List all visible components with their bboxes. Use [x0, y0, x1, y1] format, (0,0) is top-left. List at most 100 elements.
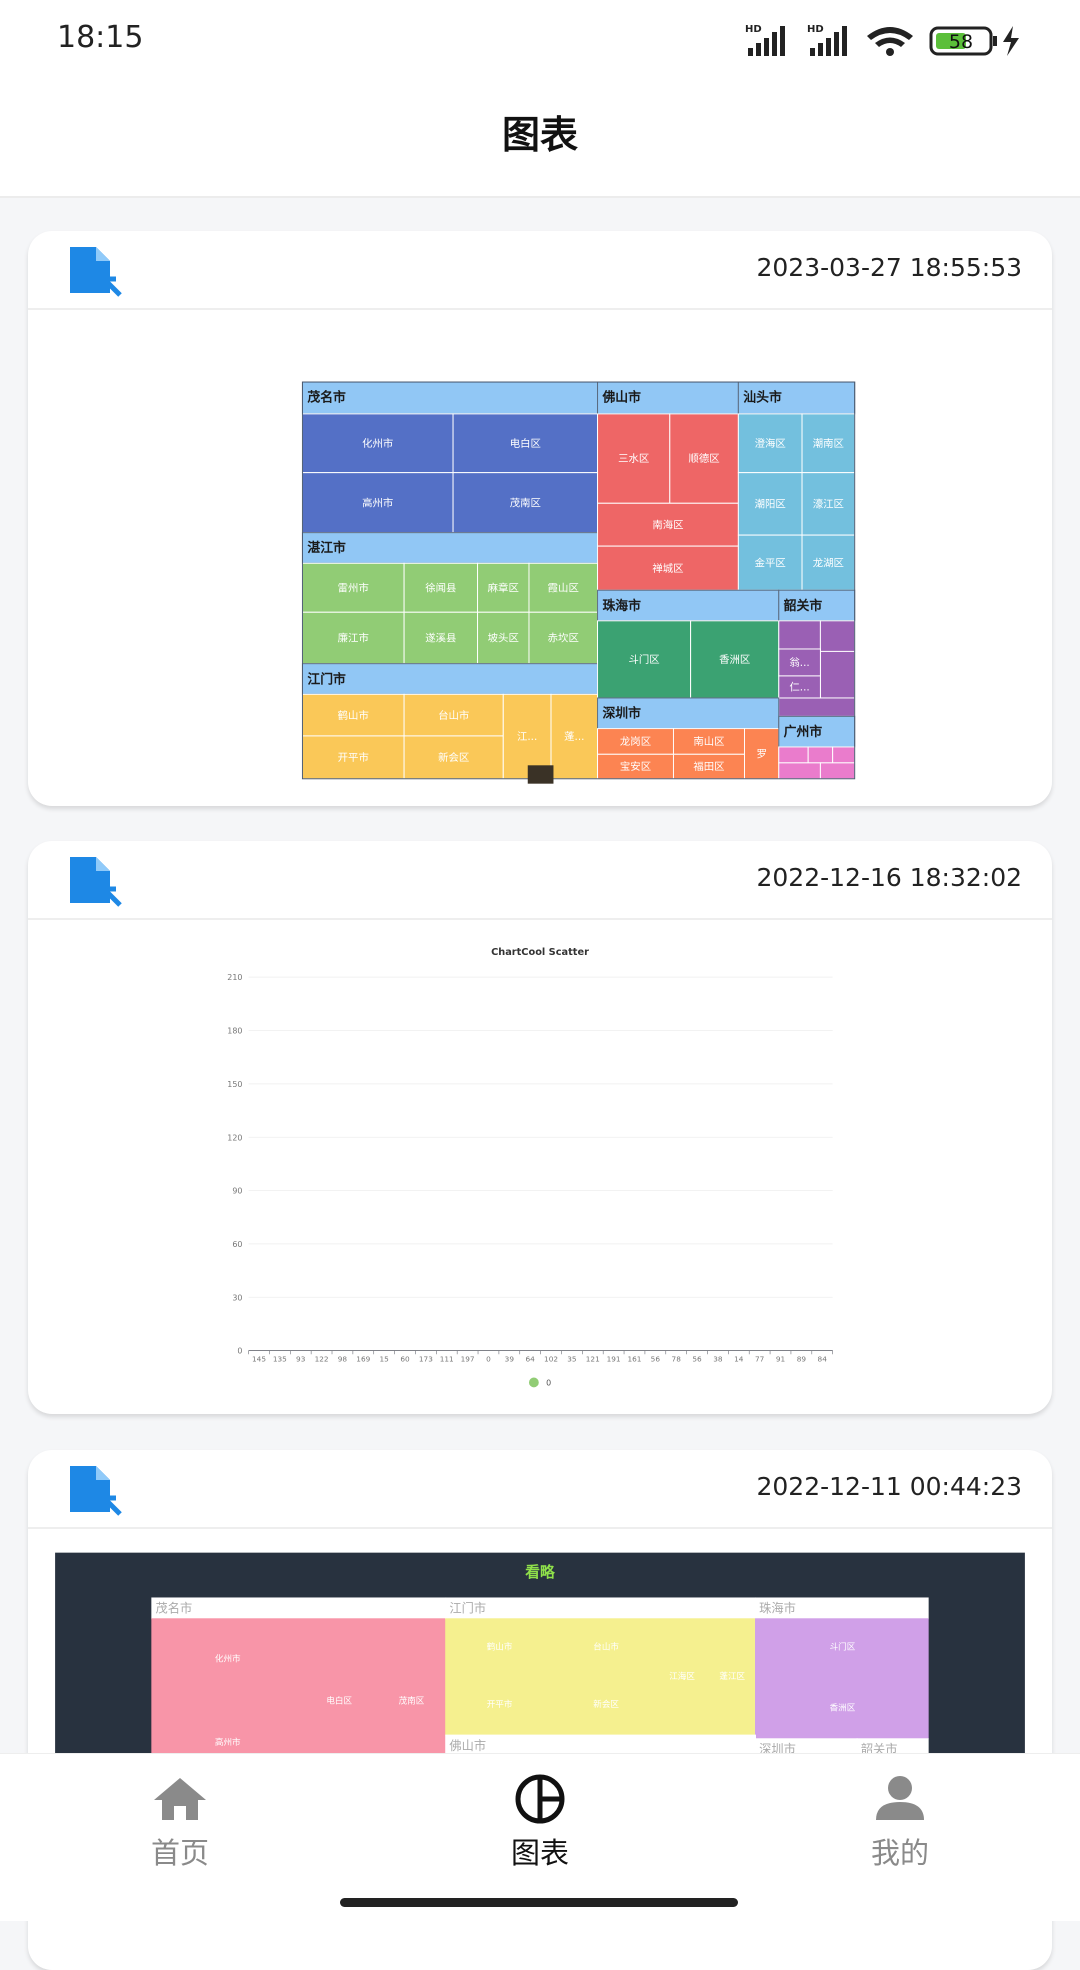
treemap-cell-label: 斗门区	[628, 653, 659, 666]
treemap-group-label: 江门市	[307, 671, 346, 687]
x-tick-label: 98	[338, 1355, 348, 1364]
treemap-cell-label: 电白区	[510, 437, 541, 450]
treemap-cell-label: 宝安区	[620, 760, 651, 773]
status-icons: HD HD 58	[745, 24, 1019, 56]
treemap-cell	[301, 693, 405, 737]
x-tick-label: 35	[567, 1355, 577, 1364]
handle	[527, 765, 554, 784]
nav-home[interactable]: 首页	[80, 1754, 280, 1904]
treemap-group-label: 佛山市	[601, 390, 641, 406]
treemap-frame	[301, 381, 856, 780]
treemap-cell-label: 遂溪县	[425, 632, 456, 645]
x-tick-label: 14	[734, 1355, 744, 1364]
x-tick-label: 56	[692, 1355, 702, 1364]
treemap-cell-label: 台山市	[438, 709, 469, 722]
treemap-cell-label: 化州市	[362, 437, 393, 450]
treemap-group-header	[301, 532, 599, 564]
treemap-group-label: 佛山市	[449, 1738, 486, 1753]
treemap-cell-label: 罗	[756, 748, 766, 760]
treemap-cell-label: 茂南区	[510, 496, 541, 509]
treemap-cell	[403, 735, 504, 780]
treemap-cell-label: 电白区	[326, 1694, 352, 1706]
x-tick-label: 38	[713, 1355, 723, 1364]
treemap-cell	[819, 620, 856, 652]
treemap-group-label: 江门市	[449, 1601, 486, 1616]
divider	[28, 1527, 1052, 1529]
treemap-cell	[807, 746, 834, 764]
treemap-cell-label: 新会区	[593, 1698, 619, 1710]
treemap-cell-label: 金平区	[755, 556, 786, 569]
treemap-cell	[819, 650, 856, 699]
treemap-cell-label: 禅城区	[652, 562, 683, 575]
nav-mine[interactable]: 我的	[800, 1754, 1000, 1904]
treemap-cell-label: 廉江市	[338, 632, 369, 645]
treemap-cell-label: 翁...	[789, 656, 809, 669]
treemap-cell	[819, 762, 856, 780]
x-tick-label: 191	[607, 1355, 621, 1364]
battery-level: 58	[949, 31, 973, 53]
nav-label: 图表	[510, 1836, 569, 1870]
x-tick-label: 77	[755, 1355, 765, 1364]
treemap-cell-label: 龙岗区	[620, 735, 651, 748]
home-icon	[154, 1778, 206, 1820]
x-tick-label: 145	[252, 1355, 266, 1364]
treemap-cell-label: 开平市	[338, 751, 369, 764]
treemap-cell	[452, 413, 599, 474]
card-date: 2022-12-16 18:32:02	[756, 863, 1022, 892]
treemap-group-label: 珠海市	[602, 598, 641, 614]
treemap-cell	[778, 620, 821, 650]
chart-card[interactable]: 2022-12-16 18:32:02	[28, 841, 1052, 1414]
treemap-cell-label: 三水区	[618, 453, 649, 465]
treemap-cell-label: 高州市	[362, 496, 393, 509]
divider	[28, 308, 1052, 310]
y-tick-label: 120	[227, 1133, 242, 1142]
treemap-cell-label: 南山区	[693, 735, 724, 748]
treemap-cell-label: 新会区	[438, 751, 469, 764]
divider	[28, 918, 1052, 920]
x-tick-label: 121	[586, 1355, 600, 1364]
treemap-cell	[778, 675, 821, 699]
x-tick-label: 169	[356, 1355, 370, 1364]
treemap-cell-label: 霞山区	[548, 582, 579, 594]
treemap-cell-label: 香洲区	[830, 1703, 856, 1714]
treemap-cell-label: 南海区	[652, 518, 683, 531]
legend-marker	[528, 1377, 539, 1388]
treemap-cell-label: 澄海区	[755, 437, 786, 450]
file-icon	[70, 247, 122, 297]
x-tick-label: 161	[627, 1355, 641, 1364]
bottom-nav: 首页 图表 我的	[0, 1753, 1080, 1921]
treemap-cell-label: 江海区	[669, 1670, 695, 1682]
treemap-cell-label: 赤坎区	[548, 632, 579, 645]
treemap-group-label: 湛江市	[307, 540, 346, 556]
treemap-cell-label: 鹤山市	[487, 1640, 513, 1652]
treemap-group-label: 深圳市	[602, 706, 641, 722]
treemap-group-label: 韶关市	[861, 1741, 898, 1756]
svg-text:HD: HD	[807, 24, 824, 35]
treemap-group-header	[301, 663, 599, 695]
treemap-group-header	[778, 589, 856, 622]
x-tick-label: 135	[273, 1355, 287, 1364]
nav-label: 首页	[150, 1836, 209, 1870]
y-tick-label: 210	[227, 973, 242, 982]
treemap-cell-label: 蓬...	[564, 731, 584, 743]
home-indicator	[340, 1898, 738, 1907]
treemap-cell	[801, 534, 856, 591]
x-tick-label: 84	[818, 1355, 828, 1364]
nav-charts[interactable]: 图表	[440, 1754, 640, 1904]
treemap-cell-label: 化州市	[215, 1653, 241, 1665]
x-tick-label: 60	[400, 1355, 410, 1364]
x-tick-label: 64	[526, 1355, 536, 1364]
treemap-cell-label: 斗门区	[830, 1640, 856, 1652]
treemap-cell-label: 福田区	[693, 760, 724, 773]
x-tick-label: 89	[797, 1355, 807, 1364]
treemap-cell-label: 仁...	[789, 682, 809, 694]
treemap-cell	[755, 1618, 929, 1740]
treemap-cell	[528, 611, 599, 665]
treemap-cell-label: 徐闻县	[425, 581, 456, 594]
treemap-cell	[452, 472, 599, 534]
status-bar: 18:15 HD HD 58	[0, 0, 1080, 78]
treemap-cell	[301, 413, 454, 474]
svg-text:HD: HD	[745, 24, 762, 35]
chart-title: ChartCool Scatter	[491, 947, 589, 958]
file-icon	[70, 1466, 122, 1516]
